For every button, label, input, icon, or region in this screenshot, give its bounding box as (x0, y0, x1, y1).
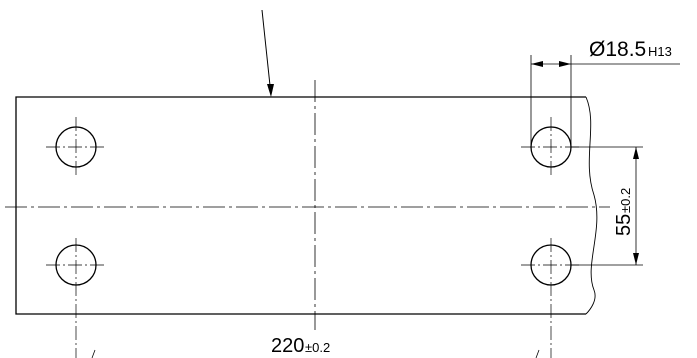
hole-bottom-left (46, 238, 106, 358)
hole-diameter-tolerance: H13 (648, 44, 672, 59)
diameter-dimension (530, 55, 680, 147)
plate-break-line (585, 96, 598, 315)
hole-diameter-value: Ø18.5 (589, 38, 646, 61)
vertical-spacing-value: 55 (613, 214, 635, 236)
horizontal-dimension-tick-right (535, 349, 540, 358)
leader-arrowhead (267, 84, 274, 97)
vertical-spacing-label: 55 ±0.2 (613, 188, 635, 236)
leader-line (261, 9, 272, 96)
horizontal-dimension-tick-left (91, 349, 96, 358)
vertical-spacing-dimension (571, 146, 643, 266)
hole-bottom-right (521, 238, 581, 358)
horizontal-spacing-value: 220 (271, 335, 304, 357)
vertical-spacing-tolerance: ±0.2 (618, 188, 633, 213)
hole-top-left (46, 117, 106, 177)
plate-outline (15, 96, 586, 315)
horizontal-spacing-tolerance: ±0.2 (305, 340, 330, 355)
